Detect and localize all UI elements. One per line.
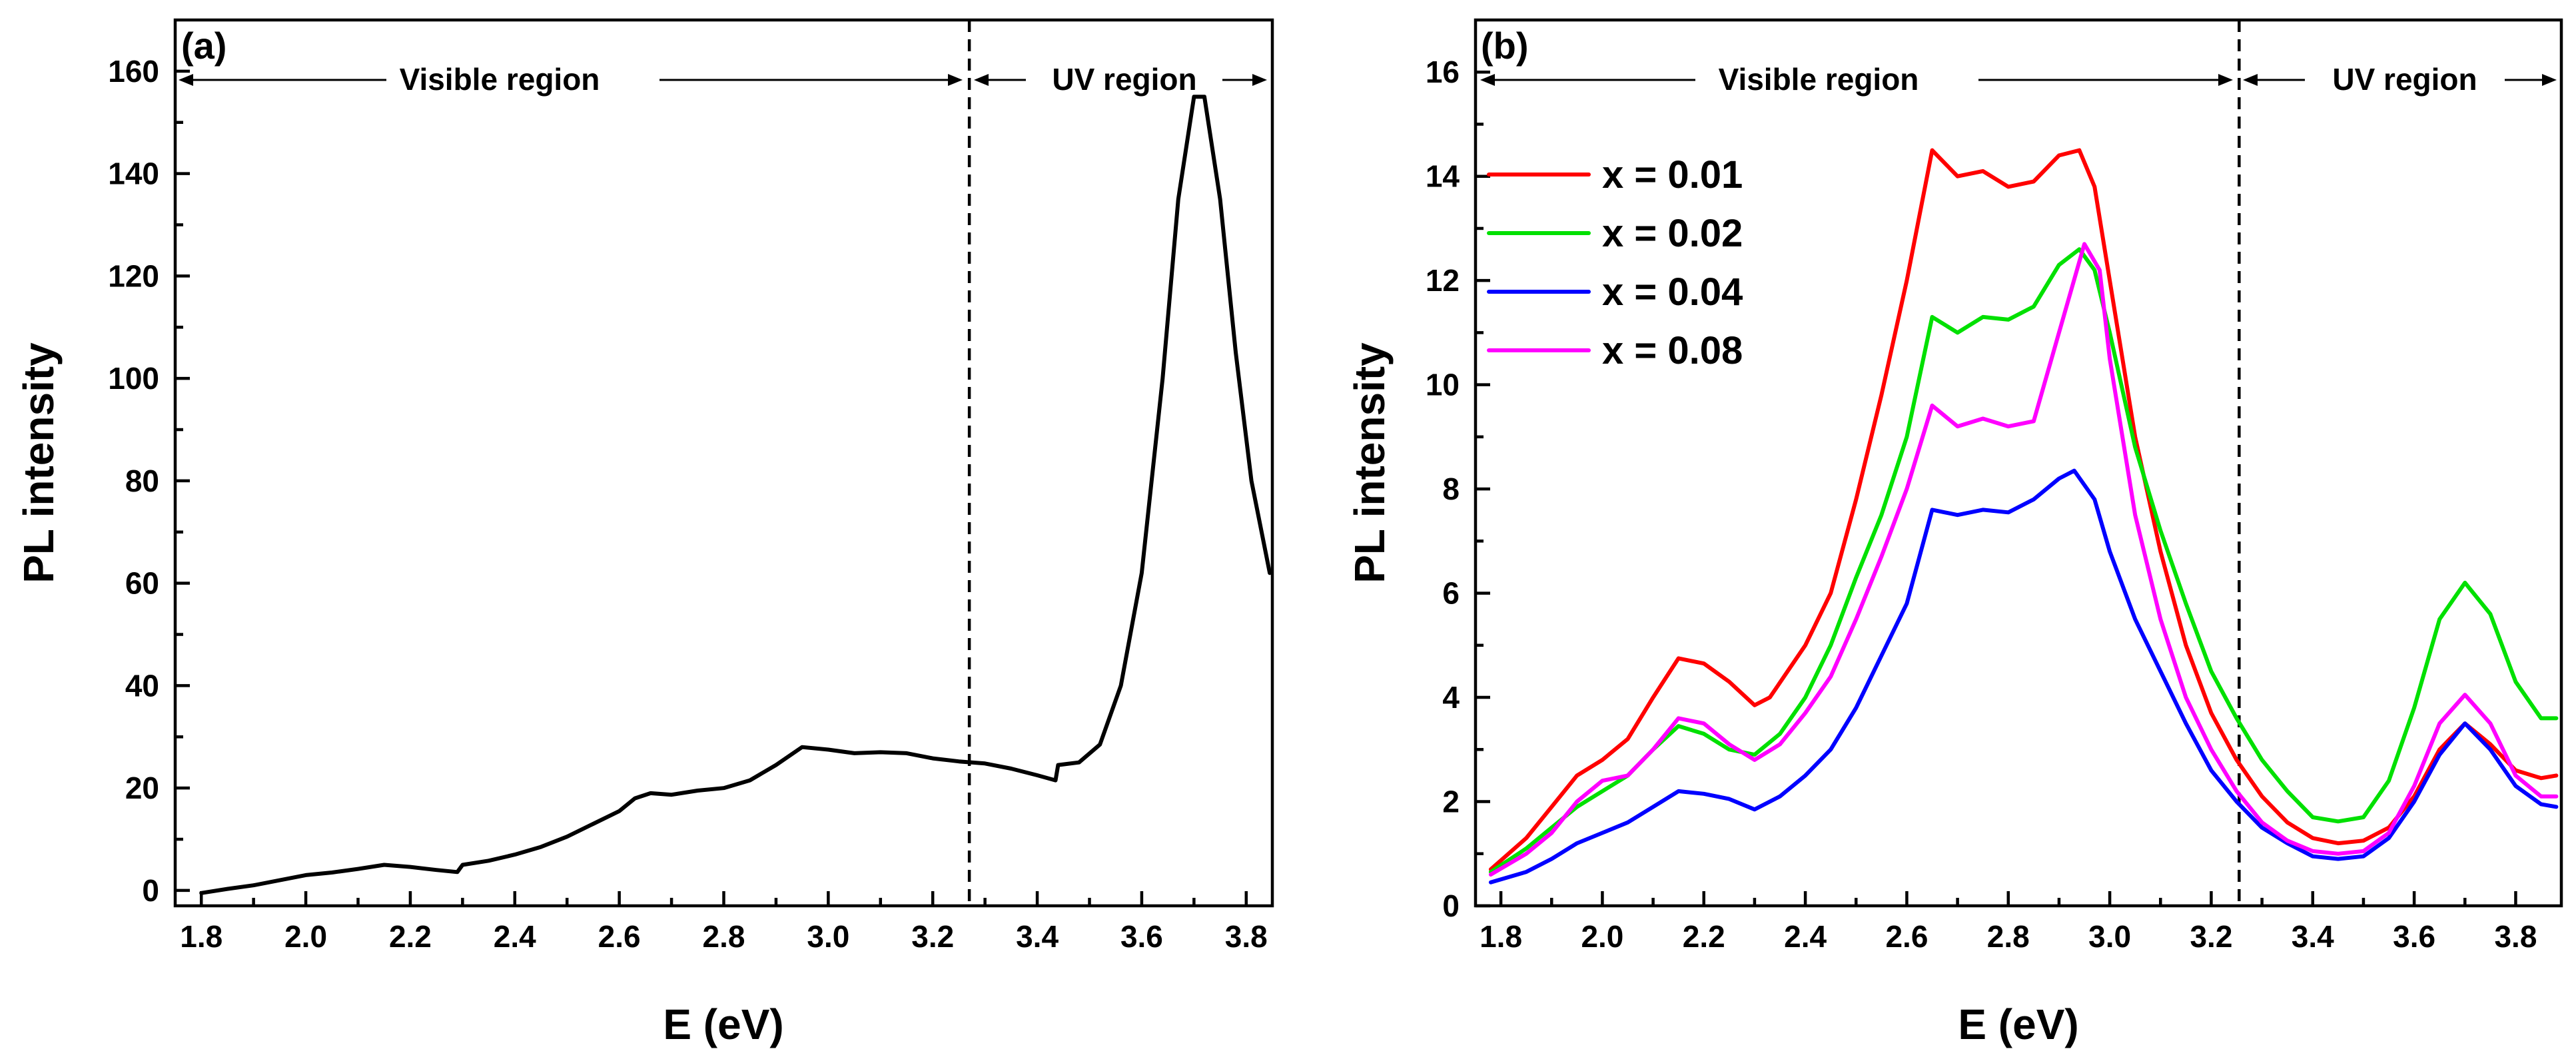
y-tick-label: 40 bbox=[125, 668, 159, 703]
y-tick-label: 60 bbox=[125, 566, 159, 601]
panel-a-visible-region-label: Visible region bbox=[400, 62, 600, 97]
panel-a-x-tick-labels: 1.8 2.0 2.2 2.4 2.6 2.8 3.0 3.2 3.4 3.6 3.8 bbox=[180, 919, 1268, 954]
legend-label-2: x = 0.02 bbox=[1602, 212, 1743, 255]
series-line-1 bbox=[199, 95, 1272, 895]
series-line-3 bbox=[1488, 468, 2559, 885]
panel-a-uv-region-annotation: UV region bbox=[974, 62, 1267, 97]
x-tick-label: 2.6 bbox=[598, 919, 641, 954]
panel-a-visible-region-annotation: Visible region bbox=[179, 62, 963, 97]
panel-b-visible-region-label: Visible region bbox=[1719, 62, 1919, 97]
panel-b-y-axis-label: PL intensity bbox=[1346, 342, 1394, 583]
panel-a-visible-arrowhead-left bbox=[179, 74, 193, 86]
y-tick-label: 12 bbox=[1426, 263, 1460, 298]
x-tick-label: 2.8 bbox=[703, 919, 745, 954]
legend-label-3: x = 0.04 bbox=[1602, 270, 1743, 314]
panel-b-uv-region-annotation: UV region bbox=[2243, 62, 2557, 97]
panel-a-y-tick-labels: 0 20 40 60 80 100 120 140 160 bbox=[108, 54, 159, 908]
series-line-1 bbox=[1488, 148, 2559, 872]
panel-a-tag: (a) bbox=[181, 25, 226, 67]
x-tick-label: 2.6 bbox=[1885, 919, 1928, 954]
panel-b-series bbox=[1488, 148, 2559, 885]
y-tick-label: 20 bbox=[125, 771, 159, 805]
y-tick-label: 160 bbox=[108, 54, 159, 89]
y-tick-label: 120 bbox=[108, 258, 159, 293]
y-tick-label: 80 bbox=[125, 464, 159, 498]
x-tick-label: 2.2 bbox=[1683, 919, 1725, 954]
y-tick-label: 10 bbox=[1426, 368, 1460, 402]
x-tick-label: 3.0 bbox=[2088, 919, 2131, 954]
panel-a-y-axis-label: PL intensity bbox=[15, 342, 63, 583]
x-tick-label: 3.8 bbox=[2494, 919, 2537, 954]
x-tick-label: 2.2 bbox=[389, 919, 432, 954]
panel-b-ticks bbox=[1476, 70, 2517, 908]
panel-a: 1.8 2.0 2.2 2.4 2.6 2.8 3.0 3.2 3.4 3.6 3.8 0 20 40 6… bbox=[15, 18, 1274, 1048]
x-tick-label: 3.6 bbox=[2393, 919, 2435, 954]
x-tick-label: 3.8 bbox=[1225, 919, 1268, 954]
panel-a-series bbox=[199, 95, 1272, 895]
y-tick-label: 0 bbox=[1442, 888, 1460, 923]
panel-a-uv-arrowhead-right bbox=[1252, 74, 1267, 86]
panel-b-visible-region-annotation: Visible region bbox=[1480, 62, 2233, 97]
y-tick-label: 4 bbox=[1442, 680, 1460, 715]
x-tick-label: 2.0 bbox=[284, 919, 327, 954]
x-tick-label: 3.4 bbox=[1016, 919, 1059, 954]
panel-a-x-axis-label: E (eV) bbox=[663, 1000, 783, 1048]
x-tick-label: 2.0 bbox=[1581, 919, 1623, 954]
legend-label-4: x = 0.08 bbox=[1602, 329, 1743, 372]
panel-b-legend: x = 0.01 x = 0.02 x = 0.04 x = 0.08 bbox=[1487, 153, 1743, 372]
y-tick-label: 6 bbox=[1442, 576, 1460, 611]
y-tick-label: 16 bbox=[1426, 55, 1460, 89]
panel-a-ticks bbox=[175, 69, 1248, 906]
x-tick-label: 3.4 bbox=[2292, 919, 2334, 954]
y-tick-label: 0 bbox=[142, 873, 159, 908]
y-tick-label: 14 bbox=[1426, 159, 1460, 194]
x-tick-label: 1.8 bbox=[1480, 919, 1522, 954]
x-tick-label: 3.6 bbox=[1120, 919, 1163, 954]
panel-b-plot-frame bbox=[1474, 18, 2563, 908]
x-tick-label: 3.0 bbox=[807, 919, 849, 954]
panel-b-uv-region-label: UV region bbox=[2332, 62, 2477, 97]
x-tick-label: 2.8 bbox=[1987, 919, 2030, 954]
series-line-2 bbox=[1488, 247, 2559, 875]
panel-b-uv-arrowhead-right bbox=[2542, 74, 2557, 86]
panel-b-tag: (b) bbox=[1481, 25, 1529, 67]
y-tick-label: 8 bbox=[1442, 472, 1460, 506]
panel-b: 1.8 2.0 2.2 2.4 2.6 2.8 3.0 3.2 3.4 3.6 3.8 0 2 4 6 8 1… bbox=[1346, 18, 2563, 1048]
panel-a-visible-arrowhead-right bbox=[948, 74, 963, 86]
x-tick-label: 1.8 bbox=[180, 919, 222, 954]
x-tick-label: 2.4 bbox=[1784, 919, 1827, 954]
panel-b-x-tick-labels: 1.8 2.0 2.2 2.4 2.6 2.8 3.0 3.2 3.4 3.6 3.8 bbox=[1480, 919, 2537, 954]
x-tick-label: 3.2 bbox=[2190, 919, 2232, 954]
x-tick-label: 3.2 bbox=[911, 919, 954, 954]
panel-b-x-axis-label: E (eV) bbox=[1958, 1000, 2078, 1048]
panel-a-plot-frame bbox=[173, 18, 1274, 908]
y-tick-label: 2 bbox=[1442, 785, 1460, 819]
panel-b-visible-arrowhead-right bbox=[2218, 74, 2233, 86]
x-tick-label: 2.4 bbox=[494, 919, 536, 954]
y-tick-label: 140 bbox=[108, 157, 159, 191]
panel-b-y-tick-labels: 0 2 4 6 8 10 12 14 16 bbox=[1426, 55, 1460, 923]
y-tick-label: 100 bbox=[108, 361, 159, 396]
panel-a-uv-region-label: UV region bbox=[1052, 62, 1196, 97]
legend-label-1: x = 0.01 bbox=[1602, 153, 1743, 196]
series-line-4 bbox=[1488, 242, 2559, 877]
